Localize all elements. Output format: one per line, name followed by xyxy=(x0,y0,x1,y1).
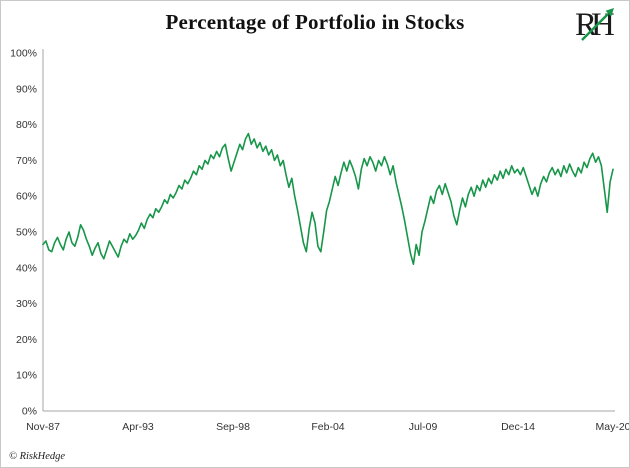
logo-arrow-icon xyxy=(581,13,609,41)
x-axis-tick-label: Sep-98 xyxy=(216,421,250,433)
y-axis-tick-label: 100% xyxy=(10,48,37,60)
riskhedge-logo: RH xyxy=(575,7,620,43)
x-axis-tick-label: Nov-87 xyxy=(26,421,60,433)
y-axis-tick-label: 60% xyxy=(16,191,37,203)
x-axis-tick-label: Dec-14 xyxy=(501,421,535,433)
copyright-text: © RiskHedge xyxy=(9,451,66,462)
x-axis-tick-label: May-20 xyxy=(595,421,629,433)
y-axis-tick-label: 90% xyxy=(16,83,37,95)
x-axis-tick-label: Apr-93 xyxy=(122,421,154,433)
y-axis-tick-label: 50% xyxy=(16,227,37,239)
series-line-percentage-in-stocks xyxy=(42,132,614,265)
y-axis-tick-label: 0% xyxy=(22,406,37,418)
y-axis-tick-label: 80% xyxy=(16,119,37,131)
y-axis-tick-label: 10% xyxy=(16,370,37,382)
y-axis-tick-label: 70% xyxy=(16,155,37,167)
chart-header: Percentage of Portfolio in Stocks RH xyxy=(1,1,629,43)
y-axis-tick-label: 30% xyxy=(16,298,37,310)
x-axis-tick-label: Jul-09 xyxy=(409,421,438,433)
x-axis-tick-label: Feb-04 xyxy=(311,421,344,433)
chart-title: Percentage of Portfolio in Stocks xyxy=(165,10,465,34)
y-axis-tick-label: 40% xyxy=(16,262,37,274)
portfolio-stocks-line-chart: 0% 10% 20% 30% 40% 50% 60% 70% 80% 90% 100% Nov-87 A… xyxy=(10,48,629,434)
y-axis-tick-label: 20% xyxy=(16,334,37,346)
logo-arrowhead-icon xyxy=(605,8,614,17)
